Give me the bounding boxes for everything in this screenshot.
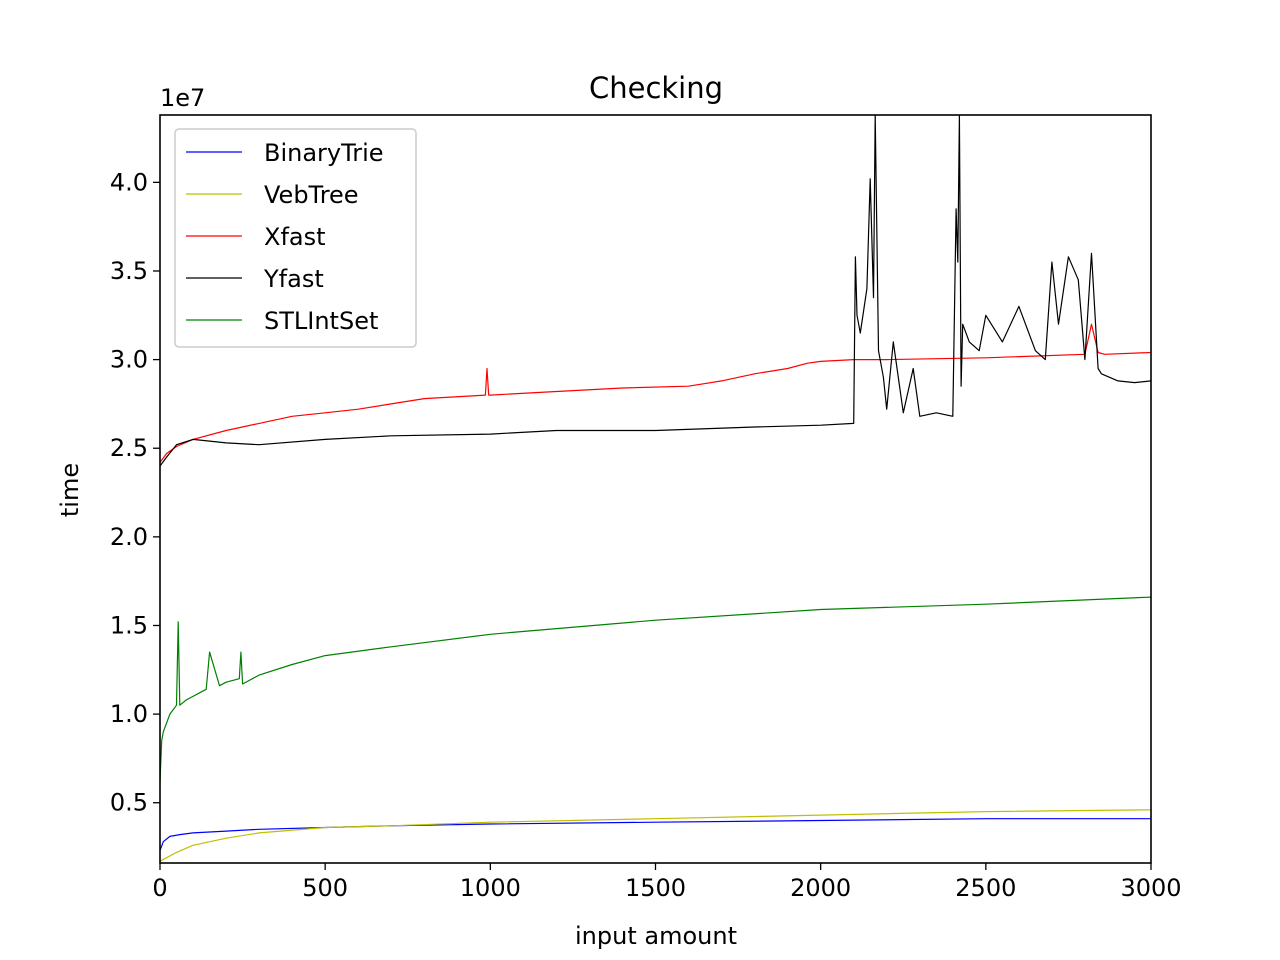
y-tick-label: 3.5 [110,257,148,285]
y-tick-label: 3.0 [110,346,148,374]
legend-label-binarytrie: BinaryTrie [264,139,384,167]
y-axis: 0.5 1.0 1.5 2.0 2.5 3.0 3.5 4.0 [110,168,160,817]
series-line-vebtree [160,809,1151,862]
x-tick-label: 0 [152,874,167,902]
x-axis-label: input amount [575,922,737,950]
x-tick-label: 500 [302,874,348,902]
x-axis: 0 500 1000 1500 2000 2500 3000 [152,863,1182,902]
legend-label-xfast: Xfast [264,223,326,251]
x-tick-label: 1000 [460,874,521,902]
x-tick-label: 2500 [955,874,1016,902]
chart-title: Checking [589,71,723,105]
legend-label-yfast: Yfast [263,265,324,293]
y-axis-label: time [56,463,84,517]
series-line-yfast [160,115,1151,467]
series-line-xfast [160,323,1151,463]
y-tick-label: 2.5 [110,434,148,462]
y-tick-label: 0.5 [110,789,148,817]
y-tick-label: 4.0 [110,168,148,196]
series-line-binarytrie [160,818,1151,851]
y-tick-label: 2.0 [110,523,148,551]
x-tick-label: 2000 [790,874,851,902]
y-tick-label: 1.0 [110,700,148,728]
series-layer [160,115,1151,862]
legend-label-stlintset: STLIntSet [264,307,378,335]
y-tick-label: 1.5 [110,611,148,639]
x-tick-label: 1500 [625,874,686,902]
series-line-stlintset [160,596,1151,782]
legend-box [174,128,417,348]
legend-label-vebtree: VebTree [264,181,359,209]
legend: BinaryTrie VebTree Xfast Yfast STLIntSet [174,128,417,348]
y-multiplier-label: 1e7 [160,84,205,112]
x-tick-label: 3000 [1120,874,1181,902]
